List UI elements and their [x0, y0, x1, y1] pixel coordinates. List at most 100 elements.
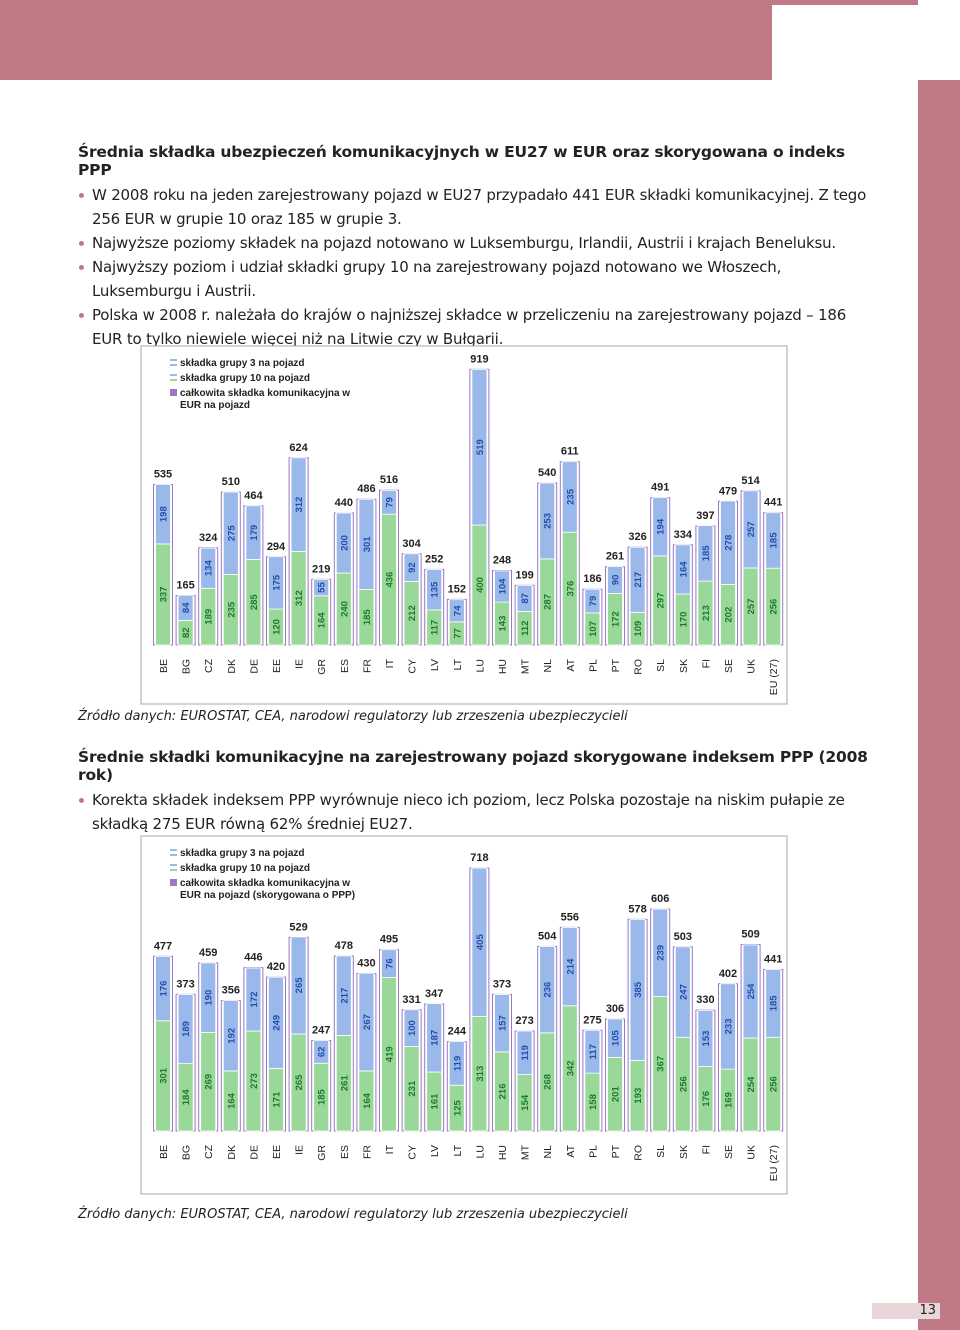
section: Średnia składka ubezpieczeń komunikacyjn… [78, 143, 870, 351]
source: Źródło danych: EUROSTAT, CEA, narodowi r… [78, 1207, 628, 1222]
total-label: 294 [267, 541, 286, 553]
bar-value-label: 247 [678, 984, 689, 1000]
bar-segment [561, 926, 578, 1007]
bar-value-label: 519 [475, 439, 486, 455]
bar-segment [674, 946, 691, 1038]
bar-value-label: 376 [565, 581, 576, 597]
bar-segment [584, 588, 601, 614]
x-tick-label: PL [587, 659, 599, 672]
bar-segment [245, 967, 262, 1032]
total-label: 219 [312, 563, 330, 575]
bar-value-label: 301 [362, 536, 373, 553]
total-label: 247 [312, 1025, 330, 1037]
x-tick-label: SL [655, 659, 667, 672]
total-label: 529 [289, 921, 307, 933]
bar-value-label: 254 [746, 1076, 757, 1093]
legend-swatch [170, 869, 177, 871]
bar-value-label: 185 [317, 1088, 328, 1105]
x-tick-label: FR [361, 659, 373, 673]
bar-value-label: 109 [633, 621, 644, 637]
chart: 535 337 198 BE 165 82 84 BG 324 189 134 CZ 510 235 275… [140, 345, 788, 705]
bar-value-label: 202 [724, 607, 735, 623]
bar-value-label: 76 [385, 958, 396, 969]
bar-value-label: 385 [633, 981, 644, 998]
total-label: 244 [448, 1026, 467, 1038]
bar-value-label: 201 [611, 1086, 622, 1103]
total-label: 535 [154, 469, 172, 481]
total-label: 275 [583, 1014, 601, 1026]
total-label: 306 [606, 1003, 624, 1015]
bar-value-label: 175 [272, 574, 283, 591]
bar-value-label: 157 [498, 1015, 509, 1031]
x-tick-label: BG [181, 1145, 193, 1160]
bar-value-label: 256 [769, 599, 780, 615]
source: Źródło danych: EUROSTAT, CEA, narodowi r… [78, 709, 628, 724]
x-tick-label: PT [610, 1144, 622, 1158]
bar-value-label: 158 [588, 1094, 599, 1110]
total-label: 486 [357, 483, 375, 495]
bar-value-label: 187 [430, 1030, 441, 1046]
bullet: Najwyższe poziomy składek na pojazd noto… [78, 231, 870, 255]
x-tick-label: SL [655, 1145, 667, 1158]
bar-value-label: 436 [385, 572, 396, 588]
total-label: 261 [606, 551, 624, 563]
bar-value-label: 235 [226, 601, 237, 618]
x-tick-label: LV [429, 659, 441, 671]
bar-value-label: 185 [362, 609, 373, 626]
x-tick-label: PT [610, 658, 622, 672]
bar-value-label: 184 [181, 1089, 192, 1106]
page-number: 13 [872, 1303, 940, 1319]
x-tick-label: AT [565, 658, 577, 671]
x-tick-label: CY [407, 659, 419, 674]
bar-segment [245, 505, 262, 560]
legend-line: całkowita składka komunikacyjna w [180, 878, 350, 889]
total-label: 347 [425, 988, 443, 1000]
bar-value-label: 104 [498, 578, 509, 595]
bar-value-label: 268 [543, 1074, 554, 1090]
bar-segment [720, 983, 736, 1070]
chart: 477 301 176 BE 373 184 189 BG 459 269 190 CZ 356 164 1… [140, 835, 788, 1195]
total-label: 356 [222, 985, 240, 997]
bar-segment [200, 547, 217, 589]
bar-value-label: 161 [430, 1093, 441, 1110]
total-label: 402 [719, 968, 737, 980]
total-label: 440 [335, 497, 353, 509]
bar-value-label: 117 [430, 620, 441, 635]
bar-segment [222, 1000, 239, 1072]
bar-value-label: 84 [181, 602, 192, 613]
bar-segment [607, 565, 623, 594]
bar-value-label: 265 [294, 977, 305, 994]
x-tick-label: ES [339, 1145, 351, 1159]
bar-value-label: 90 [611, 575, 622, 586]
bar-segment [268, 976, 284, 1069]
x-tick-label: EU (27) [768, 1145, 780, 1181]
x-tick-label: GR [316, 659, 328, 675]
x-tick-label: DE [248, 1145, 260, 1160]
legend-label: całkowita składka komunikacyjna w EUR na … [180, 878, 355, 901]
x-tick-label: IE [294, 659, 306, 669]
bar-segment [155, 955, 171, 1022]
bar-value-label: 134 [204, 560, 215, 577]
total-label: 199 [515, 569, 533, 581]
legend-line: EUR na pojazd (skorygowana o PPP) [180, 890, 355, 901]
x-tick-label: LU [474, 1145, 486, 1158]
x-tick-label: BG [181, 659, 193, 674]
x-tick-label: SE [723, 659, 735, 673]
bullet: W 2008 roku na jeden zarejestrowany poja… [78, 183, 870, 231]
bar-value-label: 278 [724, 535, 735, 551]
bar-segment [561, 461, 578, 533]
legend-swatch [170, 389, 177, 396]
bar-value-label: 172 [611, 611, 622, 627]
bar-value-label: 189 [204, 609, 215, 625]
x-tick-label: LT [452, 658, 464, 670]
legend-label: składka grupy 10 na pojazd [180, 373, 310, 384]
x-tick-label: IT [384, 1144, 396, 1154]
total-label: 919 [470, 353, 488, 365]
bar-value-label: 287 [543, 594, 554, 610]
bar-value-label: 164 [362, 1092, 373, 1109]
section: Średnie składki komunikacyjne na zarejes… [78, 748, 870, 836]
x-tick-label: CY [407, 1145, 419, 1160]
bar-value-label: 194 [656, 518, 667, 535]
